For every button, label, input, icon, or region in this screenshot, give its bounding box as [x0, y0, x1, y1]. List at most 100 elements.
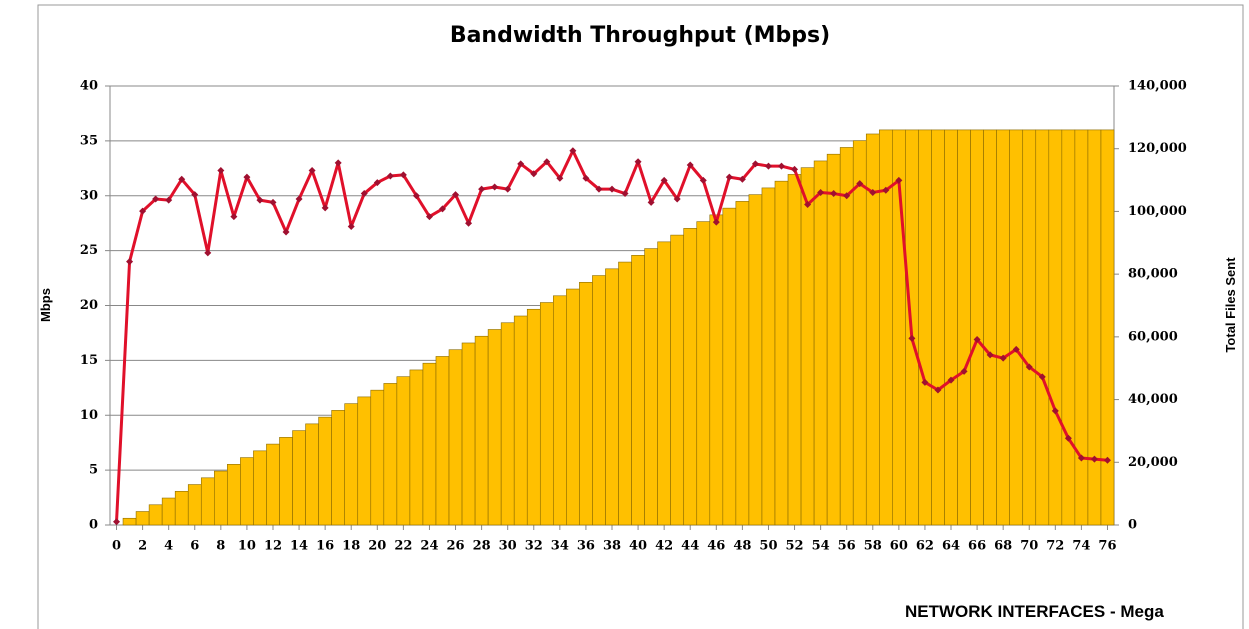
- bar: [761, 187, 776, 526]
- bar: [240, 457, 254, 526]
- bar: [122, 517, 137, 526]
- marker: [751, 160, 759, 168]
- marker: [373, 179, 381, 187]
- marker: [1025, 363, 1033, 371]
- x-tick-label: 16: [316, 539, 334, 554]
- x-tick-label: 52: [785, 539, 803, 554]
- marker: [556, 174, 564, 182]
- marker: [1051, 407, 1059, 415]
- bar: [722, 207, 737, 526]
- bar: [318, 416, 332, 526]
- bar: [292, 430, 306, 526]
- y-axis-title: Mbps: [38, 288, 53, 322]
- y2-tick-label: 80,000: [1128, 267, 1178, 282]
- bar: [1100, 129, 1115, 526]
- marker: [165, 196, 173, 204]
- bar: [983, 129, 997, 526]
- bar: [148, 504, 163, 526]
- marker: [139, 207, 147, 215]
- bar: [266, 443, 280, 526]
- marker: [908, 334, 916, 342]
- bar: [357, 396, 372, 526]
- bar: [526, 308, 541, 526]
- bar: [709, 214, 724, 526]
- bar: [774, 180, 789, 526]
- marker: [1038, 373, 1046, 381]
- marker: [412, 192, 420, 200]
- bar: [227, 464, 241, 526]
- x-tick-label: 60: [890, 539, 908, 554]
- marker: [725, 173, 733, 181]
- x-tick-label: 66: [968, 539, 986, 554]
- y2-tick-label: 20,000: [1128, 455, 1178, 470]
- marker: [882, 186, 890, 194]
- marker: [1103, 456, 1111, 464]
- x-tick-label: 28: [473, 539, 491, 554]
- marker: [764, 162, 772, 170]
- bar: [135, 511, 150, 526]
- marker: [178, 175, 186, 183]
- marker: [895, 176, 903, 184]
- marker: [386, 172, 394, 180]
- y-tick-label: 35: [80, 133, 98, 148]
- y2-axis-title: Total Files Sent: [1223, 257, 1238, 353]
- x-tick-label: 34: [551, 539, 569, 554]
- x-tick-label: 32: [525, 539, 543, 554]
- marker: [491, 183, 499, 191]
- x-tick-label: 4: [164, 539, 173, 554]
- marker: [399, 171, 407, 179]
- y2-tick-label: 100,000: [1128, 204, 1187, 219]
- bar: [579, 281, 593, 526]
- y-tick-label: 10: [80, 408, 98, 423]
- bar: [605, 268, 619, 526]
- bar: [214, 470, 228, 526]
- x-tick-label: 72: [1046, 539, 1064, 554]
- marker: [934, 386, 942, 394]
- bar: [696, 221, 711, 526]
- bar: [683, 228, 698, 526]
- bar: [566, 288, 580, 526]
- bar: [735, 201, 750, 526]
- x-tick-label: 44: [681, 539, 699, 554]
- marker: [817, 188, 825, 196]
- bar: [305, 423, 319, 526]
- bar: [800, 167, 815, 526]
- marker: [543, 158, 551, 166]
- bar: [553, 295, 567, 526]
- marker: [1090, 455, 1098, 463]
- bar: [500, 322, 515, 526]
- marker: [673, 195, 681, 203]
- bar: [539, 302, 554, 526]
- marker: [791, 165, 799, 173]
- bar: [200, 477, 215, 526]
- marker: [282, 228, 290, 236]
- marker: [999, 354, 1007, 362]
- x-tick-label: 50: [759, 539, 777, 554]
- x-tick-label: 46: [707, 539, 725, 554]
- y2-tick-label: 60,000: [1128, 329, 1178, 344]
- bar: [461, 342, 476, 526]
- marker: [869, 188, 877, 196]
- x-tick-label: 64: [942, 539, 960, 554]
- marker: [438, 205, 446, 213]
- x-tick-label: 12: [264, 539, 282, 554]
- bar: [253, 450, 267, 526]
- bar: [1035, 129, 1050, 526]
- bar: [187, 484, 202, 526]
- bar: [748, 194, 763, 526]
- x-tick-label: 58: [864, 539, 882, 554]
- marker: [517, 160, 525, 168]
- marker: [321, 204, 329, 212]
- y2-tick-label: 0: [1128, 518, 1137, 533]
- bar: [344, 403, 359, 526]
- bar: [1074, 129, 1089, 526]
- bar: [957, 129, 971, 526]
- bar: [826, 153, 841, 526]
- annotation: NETWORK INTERFACES - Mega: [905, 602, 1164, 621]
- marker: [804, 201, 812, 209]
- y-tick-label: 15: [80, 353, 98, 368]
- bar: [839, 147, 854, 526]
- marker: [595, 185, 603, 193]
- x-tick-label: 68: [994, 539, 1012, 554]
